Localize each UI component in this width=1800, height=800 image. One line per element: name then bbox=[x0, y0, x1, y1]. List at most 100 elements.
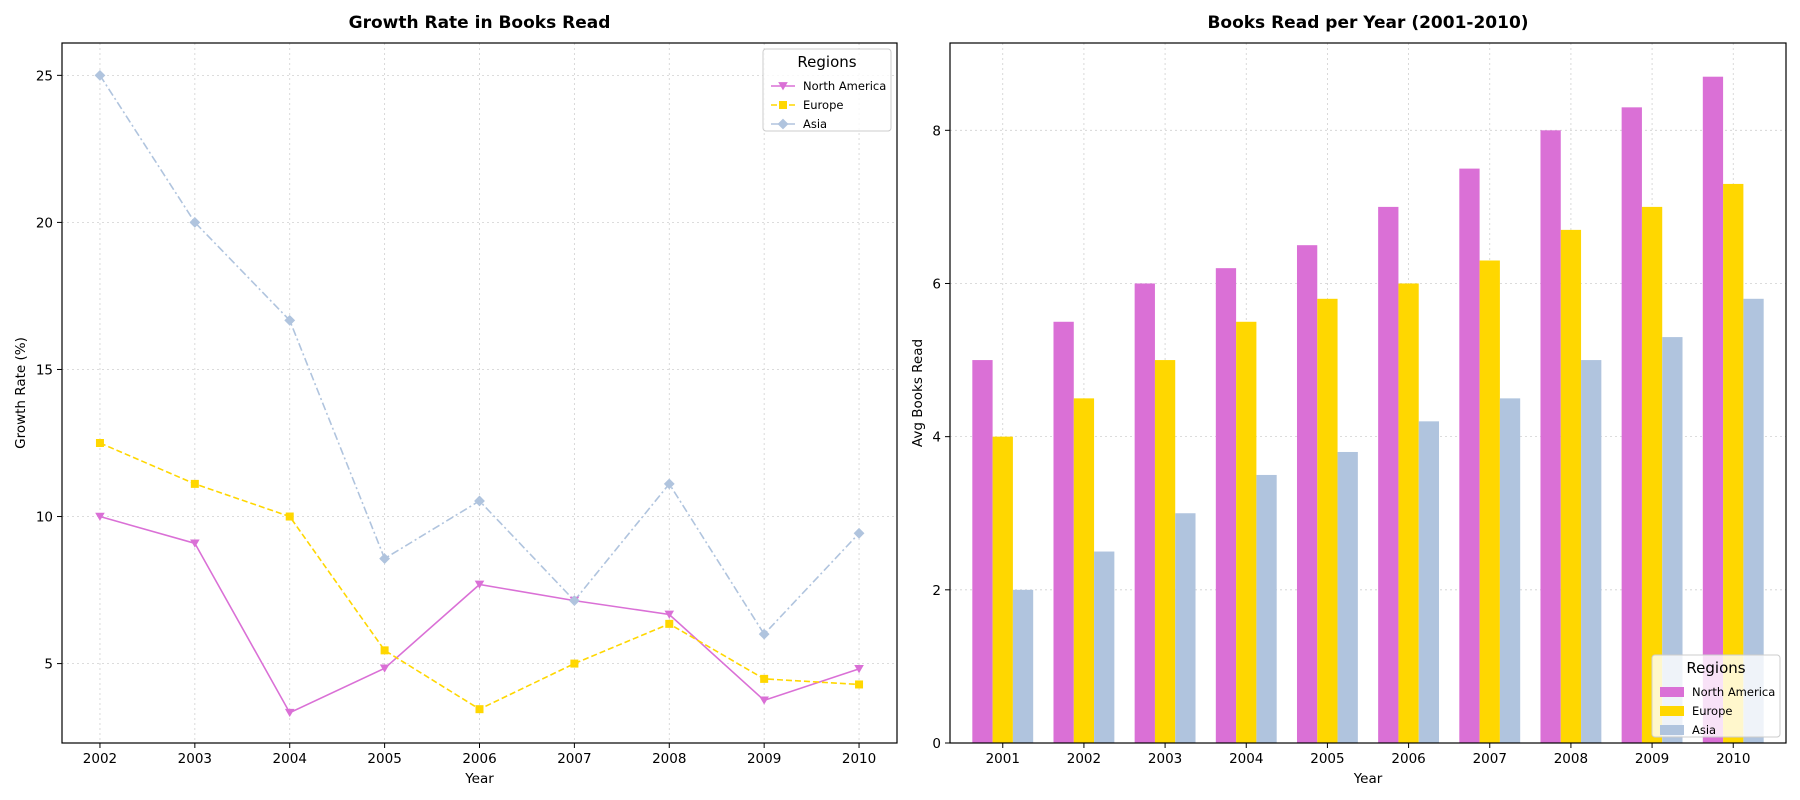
x-axis-label: Year bbox=[1353, 771, 1383, 787]
bar-asia bbox=[1743, 298, 1764, 743]
data-point-europe bbox=[380, 646, 389, 655]
data-point-north-america bbox=[284, 708, 295, 718]
legend-swatch-north-america bbox=[1660, 687, 1684, 697]
x-tick-label: 2008 bbox=[652, 751, 686, 767]
growth-rate-line-chart: 2002 2003 2004 2005 2006 2007 2008 2009 2010 5 10… bbox=[13, 13, 898, 787]
bar-europe bbox=[1723, 183, 1744, 743]
bar-north-america bbox=[972, 360, 993, 743]
x-tick-label: 2005 bbox=[1310, 751, 1344, 767]
data-point-europe bbox=[665, 619, 674, 628]
bar-europe bbox=[1560, 229, 1582, 743]
y-tick-label: 4 bbox=[932, 430, 941, 446]
data-point-asia bbox=[379, 553, 391, 564]
legend-items: North America Europe Asia bbox=[1660, 685, 1775, 737]
legend-title: Regions bbox=[1686, 659, 1745, 677]
bar-north-america bbox=[1621, 107, 1642, 744]
bar-asia bbox=[1337, 451, 1358, 743]
y-ticks: 0 2 4 6 8 bbox=[932, 123, 950, 752]
y-tick-label: 25 bbox=[36, 68, 53, 84]
data-point-asia bbox=[94, 69, 106, 81]
chart-title: Growth Rate in Books Read bbox=[349, 13, 611, 33]
data-point-north-america bbox=[95, 512, 105, 521]
bar-north-america bbox=[1702, 76, 1724, 744]
legend-marker-north-america bbox=[778, 82, 788, 91]
legend-label-north-america: North America bbox=[1692, 685, 1775, 699]
bar-north-america bbox=[1459, 168, 1480, 743]
bar-north-america bbox=[1296, 245, 1318, 744]
x-tick-label: 2001 bbox=[986, 751, 1020, 767]
x-tick-label: 2007 bbox=[557, 751, 591, 767]
legend-box bbox=[1651, 654, 1781, 738]
legend-marker-asia bbox=[777, 118, 789, 130]
x-tick-label: 2002 bbox=[83, 751, 117, 767]
data-point-asia bbox=[189, 217, 201, 228]
legend-items: North America Europe Asia bbox=[771, 79, 886, 131]
x-tick-label: 2004 bbox=[273, 751, 307, 767]
data-point-north-america bbox=[190, 539, 200, 548]
y-axis-label: Avg Books Read bbox=[910, 339, 926, 447]
y-tick-label: 5 bbox=[44, 657, 53, 673]
bar-asia bbox=[1012, 589, 1034, 743]
y-ticks: 5 10 15 20 25 bbox=[36, 68, 62, 673]
bars bbox=[972, 76, 1764, 744]
legend-label-europe: Europe bbox=[1692, 704, 1732, 718]
data-point-asia bbox=[663, 478, 675, 490]
data-point-north-america bbox=[759, 696, 769, 705]
legend-marker-europe bbox=[779, 101, 787, 109]
x-tick-label: 2004 bbox=[1229, 751, 1263, 767]
bar-europe bbox=[1479, 260, 1500, 743]
legend-label-europe: Europe bbox=[803, 98, 843, 112]
y-tick-label: 15 bbox=[36, 362, 53, 378]
x-tick-label: 2006 bbox=[462, 751, 496, 767]
bar-europe bbox=[1317, 298, 1338, 743]
data-point-europe bbox=[95, 439, 104, 447]
bar-north-america bbox=[1134, 283, 1155, 743]
bar-europe bbox=[1073, 398, 1095, 743]
x-ticks: 2001 2002 2003 2004 2005 2006 2007 2008 2009 2010 bbox=[986, 743, 1750, 767]
legend-label-asia: Asia bbox=[1692, 723, 1716, 737]
bar-north-america bbox=[1053, 321, 1074, 743]
y-tick-label: 2 bbox=[932, 583, 941, 599]
bar-north-america bbox=[1215, 268, 1237, 743]
bar-asia bbox=[1256, 474, 1277, 743]
data-point-europe bbox=[855, 680, 864, 689]
grid bbox=[62, 43, 897, 743]
data-point-asia bbox=[284, 314, 296, 326]
bar-asia bbox=[1581, 360, 1602, 743]
x-axis-label: Year bbox=[464, 771, 494, 787]
y-tick-label: 0 bbox=[932, 736, 941, 752]
data-point-asia bbox=[853, 527, 865, 539]
bar-asia bbox=[1418, 421, 1440, 743]
y-axis-label: Growth Rate (%) bbox=[13, 337, 29, 449]
bar-asia bbox=[1094, 551, 1115, 743]
chart-title: Books Read per Year (2001-2010) bbox=[1207, 13, 1528, 33]
bar-north-america bbox=[1378, 206, 1399, 744]
plot-frame bbox=[949, 42, 1787, 744]
data-point-north-america bbox=[379, 664, 390, 673]
legend-label-asia: Asia bbox=[803, 117, 827, 131]
y-tick-label: 6 bbox=[932, 276, 941, 292]
bar-europe bbox=[992, 436, 1013, 743]
legend-box bbox=[762, 48, 892, 132]
bar-europe bbox=[1641, 206, 1663, 744]
legend: Regions North America Europe Asia bbox=[762, 48, 892, 132]
data-point-europe bbox=[570, 659, 579, 668]
y-tick-label: 20 bbox=[36, 215, 53, 231]
legend-swatch-europe bbox=[1660, 706, 1684, 716]
x-tick-label: 2006 bbox=[1391, 751, 1425, 767]
bar-asia bbox=[1499, 398, 1521, 743]
data-point-europe bbox=[190, 479, 199, 488]
series-markers bbox=[94, 69, 865, 718]
x-tick-label: 2007 bbox=[1473, 751, 1507, 767]
data-point-north-america bbox=[664, 610, 675, 619]
data-point-north-america bbox=[474, 580, 485, 589]
legend: Regions North America Europe Asia bbox=[1651, 654, 1781, 738]
bar-europe bbox=[1236, 321, 1257, 743]
y-tick-label: 8 bbox=[932, 123, 941, 139]
y-tick-label: 10 bbox=[36, 510, 53, 526]
bar-north-america bbox=[1540, 130, 1561, 743]
legend-label-north-america: North America bbox=[803, 79, 886, 93]
x-ticks: 2002 2003 2004 2005 2006 2007 2008 2009 2010 bbox=[83, 743, 876, 767]
x-tick-label: 2008 bbox=[1554, 751, 1588, 767]
